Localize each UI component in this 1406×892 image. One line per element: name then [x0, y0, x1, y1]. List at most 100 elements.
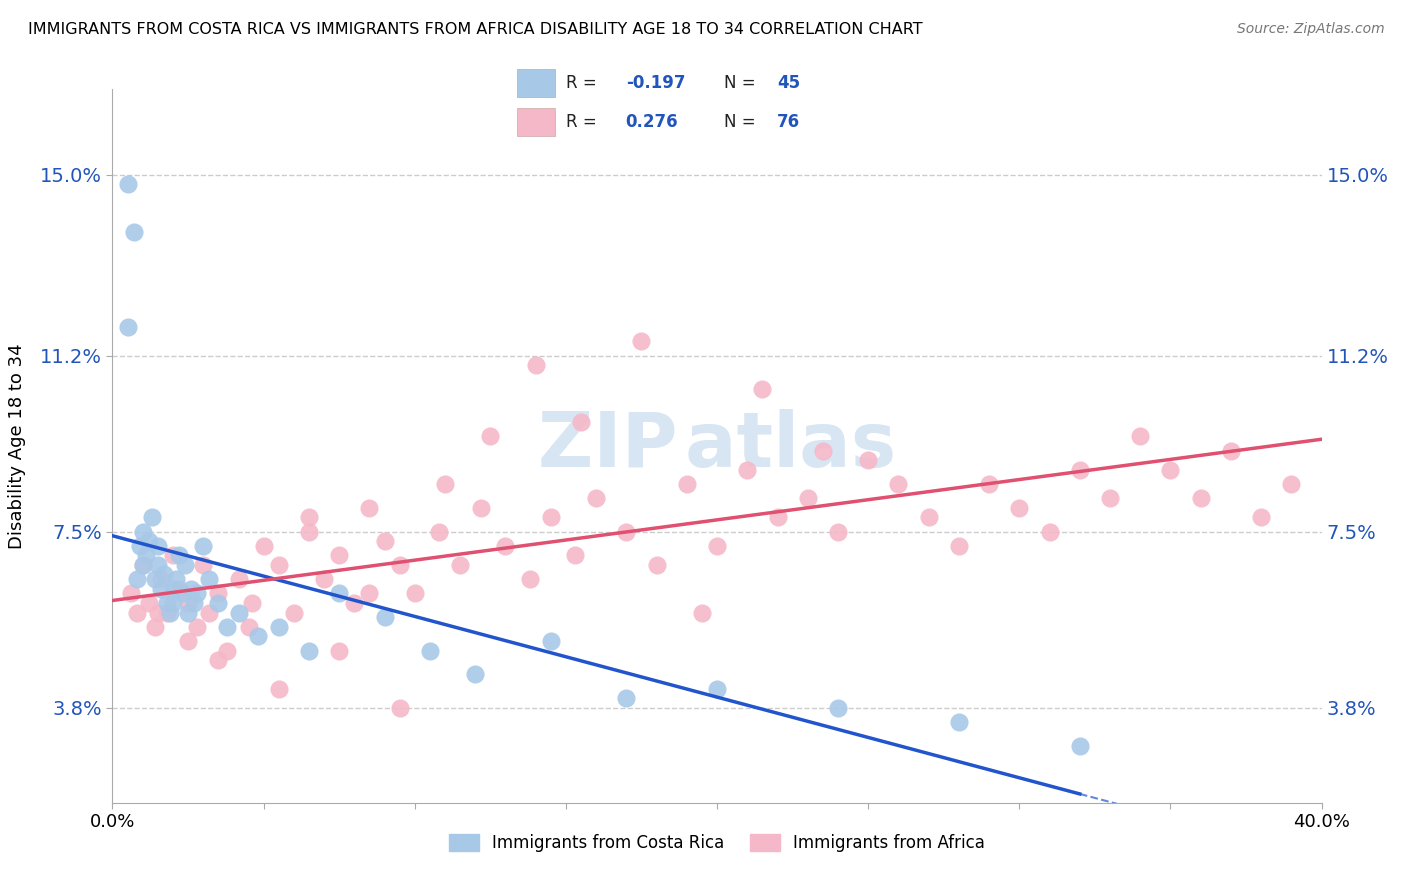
Point — [359, 500, 381, 515]
Point — [267, 681, 290, 696]
Point — [117, 320, 139, 334]
Point — [298, 510, 321, 524]
Point — [132, 558, 155, 572]
Text: Source: ZipAtlas.com: Source: ZipAtlas.com — [1237, 22, 1385, 37]
Point — [228, 606, 250, 620]
Point — [343, 596, 366, 610]
Point — [404, 586, 426, 600]
Point — [167, 549, 190, 563]
Point — [162, 596, 184, 610]
Point — [359, 586, 381, 600]
Point — [796, 491, 818, 506]
Text: N =: N = — [724, 113, 755, 131]
Point — [977, 477, 1000, 491]
Text: N =: N = — [724, 74, 755, 92]
Point — [125, 606, 148, 620]
Point — [690, 606, 713, 620]
Point — [122, 225, 145, 239]
Point — [253, 539, 276, 553]
Point — [1098, 491, 1121, 506]
Point — [374, 610, 396, 624]
Point — [207, 596, 229, 610]
Point — [165, 572, 187, 586]
Point — [630, 334, 652, 349]
Point — [186, 620, 208, 634]
Text: 76: 76 — [778, 113, 800, 131]
Point — [470, 500, 492, 515]
Point — [162, 549, 184, 563]
Point — [117, 178, 139, 192]
Text: R =: R = — [565, 113, 596, 131]
Point — [616, 691, 638, 706]
Text: IMMIGRANTS FROM COSTA RICA VS IMMIGRANTS FROM AFRICA DISABILITY AGE 18 TO 34 COR: IMMIGRANTS FROM COSTA RICA VS IMMIGRANTS… — [28, 22, 922, 37]
Point — [146, 558, 169, 572]
Point — [328, 586, 350, 600]
Point — [737, 463, 759, 477]
Point — [135, 549, 157, 563]
Point — [128, 539, 150, 553]
Y-axis label: Disability Age 18 to 34: Disability Age 18 to 34 — [8, 343, 27, 549]
Point — [143, 620, 166, 634]
Point — [146, 606, 169, 620]
Text: 45: 45 — [778, 74, 800, 92]
Point — [156, 596, 179, 610]
Text: 0.276: 0.276 — [626, 113, 678, 131]
Point — [328, 549, 350, 563]
Point — [569, 415, 592, 429]
Point — [207, 653, 229, 667]
Point — [827, 700, 849, 714]
Point — [524, 358, 547, 372]
Point — [449, 558, 471, 572]
Point — [1220, 443, 1243, 458]
Point — [143, 572, 166, 586]
Point — [751, 382, 773, 396]
Point — [191, 558, 214, 572]
Point — [132, 524, 155, 539]
Point — [183, 596, 205, 610]
Point — [540, 634, 562, 648]
Point — [217, 643, 239, 657]
Point — [191, 539, 214, 553]
Point — [162, 582, 184, 596]
Point — [177, 634, 200, 648]
Point — [433, 477, 456, 491]
Point — [149, 582, 172, 596]
FancyBboxPatch shape — [517, 69, 555, 97]
Point — [132, 558, 155, 572]
Point — [283, 606, 305, 620]
Point — [149, 572, 172, 586]
Point — [645, 558, 668, 572]
Point — [298, 643, 321, 657]
Point — [464, 667, 486, 681]
Point — [174, 558, 197, 572]
Point — [153, 567, 176, 582]
Point — [388, 700, 411, 714]
Point — [156, 606, 179, 620]
Point — [564, 549, 586, 563]
Point — [1189, 491, 1212, 506]
Point — [811, 443, 834, 458]
Point — [706, 681, 728, 696]
Point — [180, 582, 202, 596]
Point — [186, 586, 208, 600]
Point — [1038, 524, 1062, 539]
Point — [540, 510, 562, 524]
Point — [328, 643, 350, 657]
Point — [141, 510, 163, 524]
Point — [479, 429, 502, 443]
Point — [585, 491, 607, 506]
Point — [1008, 500, 1031, 515]
FancyBboxPatch shape — [517, 108, 555, 136]
Point — [1159, 463, 1181, 477]
Point — [519, 572, 541, 586]
Point — [314, 572, 336, 586]
Point — [419, 643, 441, 657]
Point — [1279, 477, 1302, 491]
Point — [138, 534, 160, 549]
Point — [167, 582, 190, 596]
Point — [246, 629, 269, 643]
Point — [1129, 429, 1152, 443]
Point — [228, 572, 250, 586]
Point — [159, 606, 181, 620]
Point — [948, 539, 970, 553]
